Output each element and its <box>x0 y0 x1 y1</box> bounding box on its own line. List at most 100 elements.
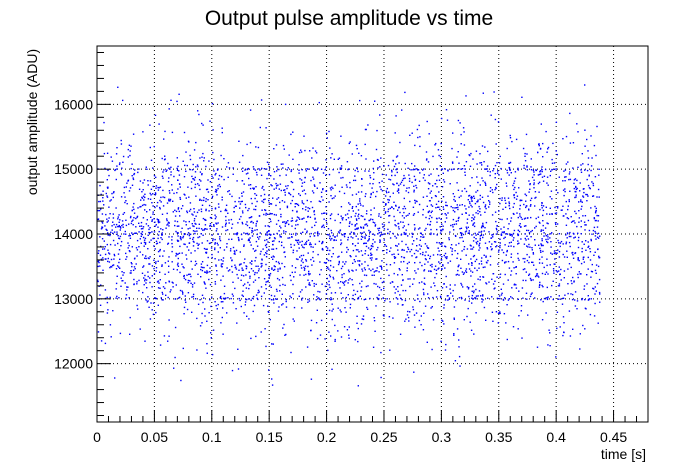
data-point <box>283 189 285 191</box>
data-point <box>524 160 527 162</box>
data-point <box>396 168 398 170</box>
data-point <box>498 174 500 176</box>
data-point <box>379 240 381 242</box>
data-point <box>444 245 446 247</box>
data-point <box>297 239 299 242</box>
data-point <box>310 232 312 235</box>
data-point <box>283 232 285 234</box>
data-point <box>442 264 444 266</box>
data-point <box>133 212 136 214</box>
data-point <box>559 326 561 328</box>
data-point <box>517 229 519 231</box>
data-point <box>460 133 462 136</box>
data-point <box>352 270 354 272</box>
data-point <box>322 172 325 174</box>
data-point <box>162 189 164 192</box>
data-point <box>391 206 393 209</box>
data-point <box>205 209 207 212</box>
data-point <box>486 165 489 167</box>
data-point <box>459 365 461 367</box>
data-point <box>569 335 572 337</box>
data-point <box>279 225 281 227</box>
data-point <box>422 169 424 171</box>
data-point <box>399 183 402 185</box>
data-point <box>171 189 173 191</box>
data-point <box>530 197 533 199</box>
data-point <box>423 282 425 285</box>
data-point <box>370 247 373 250</box>
data-point <box>347 294 349 296</box>
data-point <box>122 274 124 276</box>
data-point <box>422 214 424 216</box>
data-point <box>599 301 601 303</box>
data-point <box>255 194 258 196</box>
data-point <box>428 210 431 212</box>
data-point <box>534 244 536 246</box>
data-point <box>276 298 278 300</box>
data-point <box>113 223 115 226</box>
data-point <box>436 168 438 170</box>
data-point <box>586 193 588 196</box>
data-point <box>334 236 336 238</box>
data-point <box>396 190 399 192</box>
data-point <box>595 238 597 240</box>
data-point <box>479 153 481 155</box>
data-point <box>271 268 273 270</box>
data-point <box>272 197 274 199</box>
data-point <box>153 237 155 240</box>
data-point <box>495 233 498 235</box>
data-point <box>164 130 166 133</box>
data-point <box>256 229 258 231</box>
data-point <box>130 167 132 170</box>
data-point <box>538 244 540 246</box>
data-point <box>117 216 119 218</box>
data-point <box>526 169 529 171</box>
data-point <box>359 295 361 297</box>
data-point <box>341 276 343 279</box>
data-point <box>388 221 390 224</box>
data-point <box>449 260 452 262</box>
data-point <box>189 280 191 282</box>
data-point <box>294 267 297 269</box>
data-point <box>259 232 261 234</box>
data-point <box>140 199 142 201</box>
data-point <box>446 119 449 121</box>
data-point <box>166 219 168 222</box>
data-point <box>594 205 596 208</box>
data-point <box>270 220 272 223</box>
data-point <box>428 200 431 202</box>
data-point <box>424 263 426 265</box>
data-point <box>304 209 307 211</box>
data-point <box>493 168 495 170</box>
data-point <box>427 247 430 249</box>
data-point <box>133 217 135 219</box>
data-point <box>334 340 336 342</box>
data-point <box>257 289 260 292</box>
data-point <box>453 229 455 231</box>
data-point <box>230 297 232 300</box>
data-point <box>450 224 452 227</box>
data-point <box>550 246 552 248</box>
data-point <box>440 229 442 231</box>
data-point <box>98 261 100 264</box>
data-point <box>463 248 465 251</box>
data-point <box>107 260 109 263</box>
data-point <box>379 186 381 188</box>
data-point <box>465 161 468 163</box>
data-point <box>563 215 565 217</box>
data-point <box>518 242 520 244</box>
data-point <box>525 292 528 294</box>
data-point <box>292 293 294 295</box>
data-point <box>409 285 411 288</box>
data-point <box>356 315 358 317</box>
data-point <box>112 192 115 194</box>
data-point <box>242 290 244 292</box>
data-point <box>259 253 262 255</box>
data-point <box>287 185 289 187</box>
data-point <box>468 263 470 265</box>
data-point <box>121 224 123 227</box>
data-point <box>492 170 494 172</box>
data-point <box>254 169 257 171</box>
data-point <box>475 191 477 193</box>
data-point <box>193 179 196 181</box>
